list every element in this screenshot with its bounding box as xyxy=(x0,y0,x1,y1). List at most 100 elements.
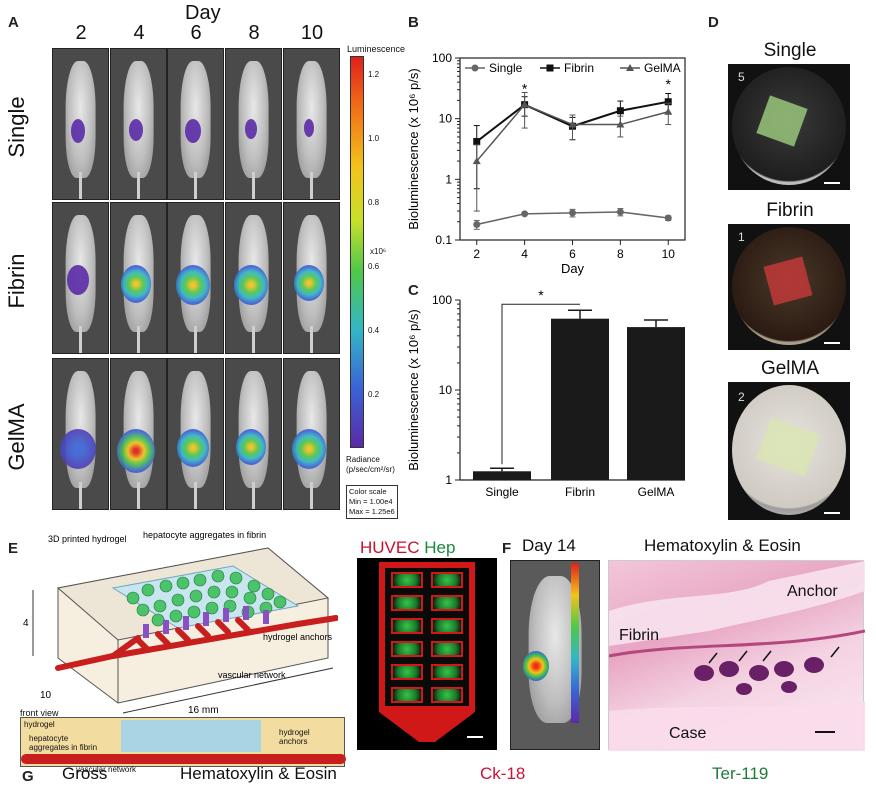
label-hep-aggregates: hepatocyte aggregates in fibrin xyxy=(143,530,266,540)
hep-cluster xyxy=(431,687,463,703)
hep-cluster xyxy=(391,595,423,611)
bioluminescence-signal xyxy=(70,119,85,143)
mouse-tail xyxy=(252,326,255,353)
mouse-image xyxy=(52,358,109,510)
data-point xyxy=(664,107,673,115)
hep-cluster xyxy=(431,664,463,680)
bioluminescence-signal xyxy=(175,265,210,305)
day-14-label: Day 14 xyxy=(522,536,576,555)
day-label: 2 xyxy=(75,22,87,44)
x-axis-label: Day xyxy=(561,261,585,276)
mouse-tail xyxy=(194,172,197,199)
data-point xyxy=(664,214,672,222)
mouse-image xyxy=(167,358,224,510)
colorbar-tick: 0.6 xyxy=(368,262,380,271)
mouse-tail xyxy=(79,326,82,353)
y-tick-label: 100 xyxy=(432,51,452,65)
dim-depth: 10 xyxy=(40,690,52,701)
dim-height: 4 xyxy=(23,618,29,629)
he-tissue-drawing xyxy=(608,561,866,751)
significance-bracket xyxy=(501,303,580,465)
y-tick-label: 100 xyxy=(432,293,452,307)
panel-c-bar-chart: 1 10 100 Bioluminescence (x 10⁶ p/s) Single F… xyxy=(406,287,685,499)
data-point xyxy=(568,120,577,128)
mouse-tail xyxy=(79,172,82,199)
mouse-image xyxy=(225,202,282,354)
mouse-tail xyxy=(310,326,313,353)
hep-cluster xyxy=(431,641,463,657)
petri-dish xyxy=(732,227,846,345)
row-label: Single xyxy=(4,96,29,158)
panel-c-label: C xyxy=(408,282,419,299)
mouse-image xyxy=(52,48,109,200)
data-point xyxy=(569,209,576,217)
panel-g-label: G xyxy=(22,768,34,785)
legend-label: GelMA xyxy=(644,61,681,75)
row-label: GelMA xyxy=(4,403,29,471)
color-scale-box: Color scale Min = 1.00e4 Max = 1.25e6 xyxy=(346,485,398,519)
fv-anchor-label: hydrogel anchors xyxy=(279,728,310,746)
label-3d-printed: 3D printed hydrogel xyxy=(48,534,127,544)
x-tick-label: 10 xyxy=(662,247,676,261)
color-scale-min: Min = 1.00e4 xyxy=(349,497,393,506)
legend-marker xyxy=(471,64,479,72)
huvec-label: HUVEC xyxy=(360,538,420,557)
bioluminescence-signal xyxy=(66,265,89,295)
fluorescence-image xyxy=(357,558,497,750)
fv-hydrogel-label: hydrogel xyxy=(24,720,55,729)
scale-bar xyxy=(824,512,840,514)
hep-label: Hep xyxy=(424,538,456,557)
g-col-he: Hematoxylin & Eosin xyxy=(180,764,337,783)
day-14-signal xyxy=(523,651,549,681)
dish-number: 5 xyxy=(738,70,745,84)
fv-vascular-label: vascular network xyxy=(76,765,137,774)
day-14-colorbar xyxy=(571,563,579,723)
anchor-label: Anchor xyxy=(787,583,838,600)
scale-bar xyxy=(824,182,840,184)
panel-a-label: A xyxy=(8,14,19,31)
scale-bar xyxy=(467,736,483,738)
mouse-tail xyxy=(79,482,82,509)
fibrin-label-f: Fibrin xyxy=(619,627,660,644)
bioluminescence-signal xyxy=(293,265,324,301)
day-label: 6 xyxy=(190,22,202,44)
category-label: Single xyxy=(485,485,519,499)
panel-d-label: D xyxy=(708,14,719,31)
mouse-tail xyxy=(310,172,313,199)
mouse-tail xyxy=(137,482,140,509)
hydrogel-insert xyxy=(763,256,813,306)
panel-e-schematic: 4 10 16 mm 3D printed hydrogel hepatocyt… xyxy=(23,530,338,716)
scale-bar xyxy=(824,342,840,344)
bar xyxy=(627,327,685,480)
vascular-taper xyxy=(379,712,475,742)
data-point xyxy=(616,208,624,216)
legend-label: Single xyxy=(489,61,523,75)
hep-cluster xyxy=(391,572,423,588)
mouse-image xyxy=(110,48,167,200)
mouse-tail xyxy=(137,172,140,199)
vascular-network-3d xyxy=(55,615,338,671)
mouse-tail xyxy=(252,482,255,509)
case-label: Case xyxy=(669,725,707,742)
panel-e-label: E xyxy=(8,540,19,557)
y-axis-label: Bioluminescence (x 10⁶ p/s) xyxy=(406,68,421,229)
printed-hydrogel-text: 3D printed hydrogel xyxy=(48,534,127,544)
hydrogel-insert xyxy=(756,417,820,477)
bioluminescence-signal xyxy=(176,429,209,467)
colorbar-unit: Radiance (p/sec/cm²/sr) xyxy=(346,455,395,475)
hep-cluster xyxy=(431,618,463,634)
dim-line-length xyxy=(122,667,334,714)
data-point xyxy=(616,120,625,128)
mouse-tail xyxy=(194,482,197,509)
legend-marker xyxy=(626,64,634,71)
day-label: 8 xyxy=(248,22,260,44)
g-col-ter119: Ter-119 xyxy=(712,764,769,783)
data-point xyxy=(472,157,481,165)
mouse-image xyxy=(283,202,340,354)
bioluminescence-signal xyxy=(303,119,314,137)
mouse-tail xyxy=(252,172,255,199)
y-tick-label: 10 xyxy=(439,112,453,126)
bar xyxy=(551,318,609,480)
bar xyxy=(473,471,531,480)
data-point xyxy=(520,100,529,108)
